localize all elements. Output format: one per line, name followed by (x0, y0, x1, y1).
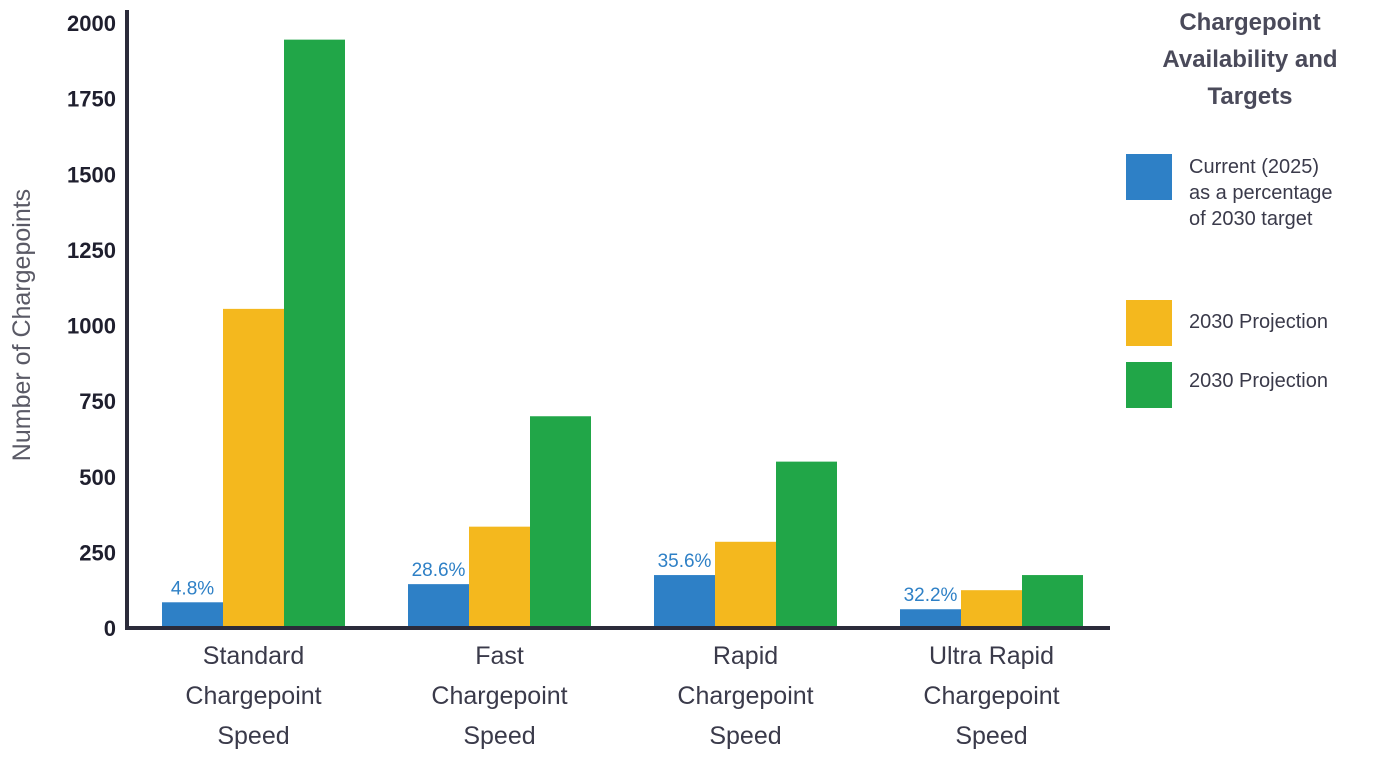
x-tick-label-line: Speed (463, 722, 535, 750)
y-tick-label: 0 (104, 616, 116, 641)
x-tick-label-line: Ultra Rapid (929, 642, 1054, 670)
x-tick-label-line: Chargepoint (431, 682, 567, 710)
x-tick-label-line: Chargepoint (677, 682, 813, 710)
x-tick-label: Rapid Chargepoint Speed (677, 642, 813, 750)
x-tick-label: Fast Chargepoint Speed (431, 642, 567, 750)
bar-series0-cat1 (408, 584, 469, 628)
data-label-cat3: 32.2% (904, 585, 958, 606)
y-tick-label: 1500 (67, 162, 116, 187)
x-tick-label: Ultra Rapid Chargepoint Speed (923, 642, 1059, 750)
bar-series1-cat0 (223, 308, 284, 628)
legend-swatch-yellow (1126, 300, 1172, 346)
bar-series0-cat2 (654, 575, 715, 628)
bar-series0-cat3 (900, 609, 961, 628)
legend-label-projection-yellow: 2030 Projection (1189, 311, 1328, 333)
legend-label-projection-green: 2030 Projection (1189, 370, 1328, 392)
legend-swatch-green (1126, 362, 1172, 408)
bar-series1-cat1 (469, 526, 530, 628)
y-tick-label: 1750 (67, 87, 116, 112)
x-tick-label-line: Rapid (713, 642, 778, 670)
y-tick-label: 250 (79, 540, 116, 565)
bar-series2-cat0 (284, 39, 345, 628)
bar-series2-cat1 (530, 416, 591, 628)
data-label-cat2: 35.6% (658, 551, 712, 572)
legend-swatch-blue (1126, 154, 1172, 200)
data-label-cat0: 4.8% (171, 578, 214, 599)
y-tick-label: 2000 (67, 11, 116, 36)
bar-series2-cat2 (776, 461, 837, 628)
chart-title: Chargepoint Availability and Targets (1162, 9, 1338, 110)
x-tick-label-line: Standard (203, 642, 304, 670)
y-tick-label: 1250 (67, 238, 116, 263)
x-tick-label-line: Fast (475, 642, 524, 670)
bar-series2-cat3 (1022, 575, 1083, 628)
x-tick-label-line: Speed (955, 722, 1027, 750)
x-tick-label-line: Speed (709, 722, 781, 750)
x-tick-label-line: Speed (217, 722, 289, 750)
x-tick-label: Standard Chargepoint Speed (185, 642, 321, 750)
bar-series0-cat0 (162, 602, 223, 628)
y-tick-label: 750 (79, 389, 116, 414)
x-tick-label-line: Chargepoint (923, 682, 1059, 710)
y-tick-label: 500 (79, 465, 116, 490)
legend-label-current: Current (2025) as a percentage of 2030 t… (1189, 156, 1333, 230)
y-axis-label: Number of Chargepoints (8, 189, 36, 461)
y-tick-label: 1000 (67, 314, 116, 339)
x-tick-label-line: Chargepoint (185, 682, 321, 710)
bar-series1-cat2 (715, 541, 776, 628)
bar-series1-cat3 (961, 590, 1022, 628)
data-label-cat1: 28.6% (412, 560, 466, 581)
